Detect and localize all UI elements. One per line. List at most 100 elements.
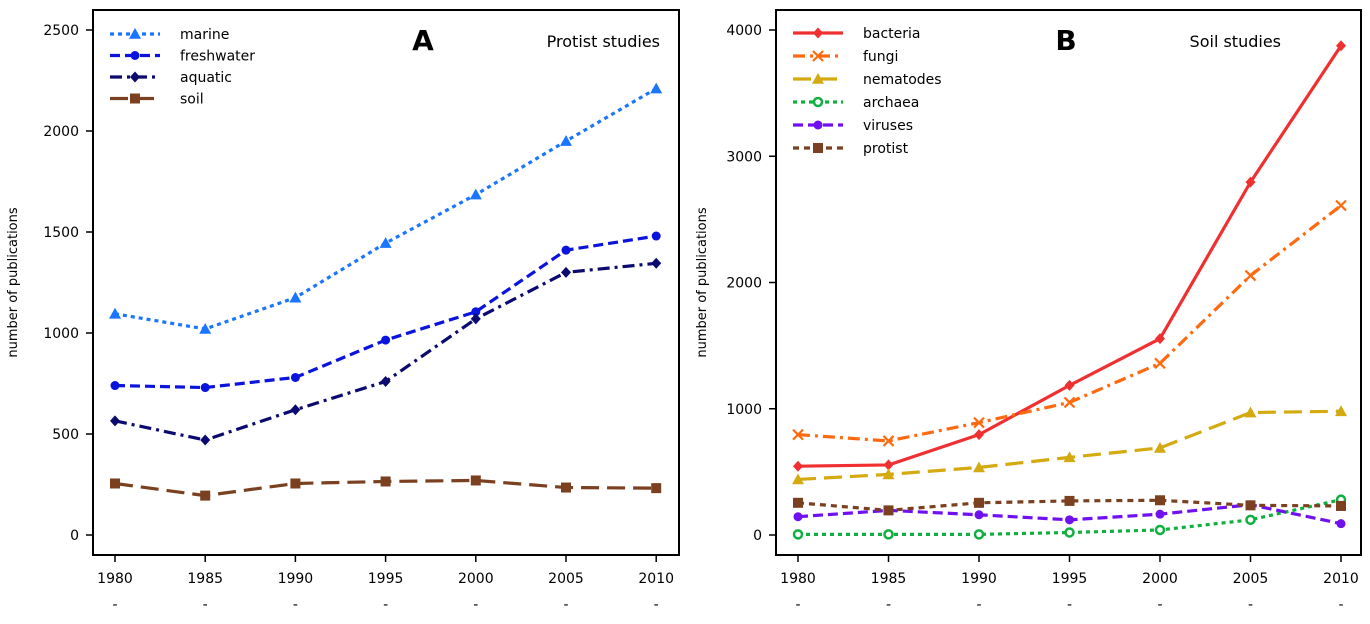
data-point xyxy=(1335,405,1347,417)
x-tick-label: 2000-2005 xyxy=(1142,571,1178,624)
y-tick-label: 4000 xyxy=(726,23,762,39)
data-point xyxy=(560,135,572,146)
data-point xyxy=(469,188,482,200)
data-point xyxy=(290,372,300,382)
data-point xyxy=(470,475,481,486)
y-axis-title: number of publications xyxy=(6,207,21,358)
panel-letter: A xyxy=(412,24,434,57)
data-point xyxy=(973,529,985,540)
plot-frame xyxy=(775,9,1362,556)
data-point xyxy=(1336,500,1346,511)
legend-label: freshwater xyxy=(180,49,255,65)
series-line xyxy=(114,261,657,442)
data-point xyxy=(381,335,391,345)
data-point xyxy=(1063,396,1076,409)
x-tick-label: 1990-1995 xyxy=(278,571,314,624)
data-point xyxy=(109,307,121,319)
y-tick-label: 500 xyxy=(52,427,79,443)
legend-swatch-marker xyxy=(130,51,140,60)
y-tick-label: 2000 xyxy=(726,276,762,292)
x-tick-label: 1995-2000 xyxy=(368,571,404,624)
data-point xyxy=(882,435,895,447)
x-tick-label: 2000-2005 xyxy=(458,571,494,624)
legend-item: protist xyxy=(793,141,909,157)
legend-swatch-marker xyxy=(130,93,140,104)
data-point xyxy=(651,231,661,241)
y-tick-label: 3000 xyxy=(726,149,762,165)
chart-panel-a: 0 500 1000 1500 2000 2500 1980-1985 1985-1990 19… xyxy=(6,9,680,624)
x-tick-label: 1985-1990 xyxy=(187,571,223,624)
data-point xyxy=(974,510,984,520)
data-point xyxy=(1245,514,1256,526)
data-point xyxy=(1155,333,1165,345)
series-line xyxy=(114,234,657,390)
y-axis-title: number of publications xyxy=(695,207,710,358)
legend-item: viruses xyxy=(793,118,913,134)
data-point xyxy=(1336,519,1346,529)
legend-label: viruses xyxy=(863,118,913,134)
data-point xyxy=(110,415,120,427)
data-point xyxy=(793,512,803,522)
x-tick-label: 2005-2010 xyxy=(1233,571,1269,624)
data-point xyxy=(974,429,984,441)
data-point xyxy=(1155,495,1165,506)
data-point xyxy=(1245,500,1256,511)
legend-item: soil xyxy=(110,92,204,108)
legend-swatch-marker xyxy=(130,71,140,83)
data-point xyxy=(793,497,803,508)
legend-item: archaea xyxy=(793,95,919,111)
data-point xyxy=(883,459,894,471)
data-point xyxy=(792,529,804,540)
legend: marine freshwater aquatic soil xyxy=(110,27,255,108)
data-point xyxy=(110,381,120,391)
legend-item: bacteria xyxy=(793,26,921,42)
legend-swatch-marker xyxy=(813,120,823,130)
data-point xyxy=(200,490,211,501)
data-point xyxy=(1064,527,1075,538)
y-tick-label: 1000 xyxy=(726,402,762,418)
data-point xyxy=(1335,199,1347,212)
series-fungi xyxy=(792,199,1347,447)
y-tick-label: 2500 xyxy=(43,23,79,39)
data-point xyxy=(793,460,803,472)
x-tick-label: 1990-1995 xyxy=(961,571,997,624)
data-point xyxy=(380,375,391,387)
x-tick-label: 2010-2015 xyxy=(1323,571,1359,624)
data-point xyxy=(561,245,571,255)
data-point xyxy=(471,307,481,317)
series-protist xyxy=(793,495,1346,516)
legend-swatch-marker xyxy=(812,96,824,108)
legend-item: fungi xyxy=(793,49,898,65)
data-point xyxy=(1154,524,1166,536)
data-point xyxy=(1244,269,1257,282)
panel-title: Protist studies xyxy=(547,32,660,51)
data-point xyxy=(1244,406,1257,418)
series-bacteria xyxy=(793,40,1346,472)
y-tick-label: 0 xyxy=(70,528,79,544)
legend-swatch-marker xyxy=(129,28,141,39)
data-point xyxy=(379,237,392,248)
legend-label: nematodes xyxy=(863,72,942,88)
data-point xyxy=(289,291,302,303)
data-point xyxy=(200,383,210,393)
legend-swatch-marker xyxy=(813,27,823,39)
x-tick-label: 1980-1985 xyxy=(97,571,133,624)
series-line xyxy=(114,87,658,331)
data-point xyxy=(1245,176,1256,188)
data-point xyxy=(199,322,212,334)
legend-label: aquatic xyxy=(180,70,232,86)
data-point xyxy=(1064,379,1075,391)
data-point xyxy=(651,257,662,269)
series-line xyxy=(797,409,1342,482)
y-tick-label: 1500 xyxy=(43,225,79,241)
legend-label: protist xyxy=(863,141,909,157)
panel-letter: B xyxy=(1055,24,1076,57)
legend-label: archaea xyxy=(863,95,919,111)
data-point xyxy=(792,473,804,485)
legend-item: marine xyxy=(110,27,229,43)
legend-item: freshwater xyxy=(110,49,255,65)
legend-item: nematodes xyxy=(793,72,942,88)
legend-swatch-marker xyxy=(812,73,824,84)
series-soil xyxy=(110,475,662,501)
legend-item: aquatic xyxy=(110,70,232,86)
